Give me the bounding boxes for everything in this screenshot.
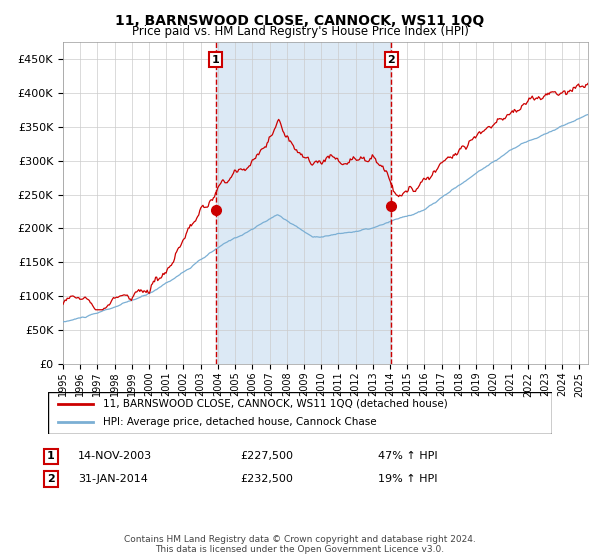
Text: HPI: Average price, detached house, Cannock Chase: HPI: Average price, detached house, Cann… [103, 417, 377, 427]
Text: 11, BARNSWOOD CLOSE, CANNOCK, WS11 1QQ: 11, BARNSWOOD CLOSE, CANNOCK, WS11 1QQ [115, 14, 485, 28]
Text: 14-NOV-2003: 14-NOV-2003 [78, 451, 152, 461]
Text: 2: 2 [47, 474, 55, 484]
Text: Price paid vs. HM Land Registry's House Price Index (HPI): Price paid vs. HM Land Registry's House … [131, 25, 469, 38]
Text: 47% ↑ HPI: 47% ↑ HPI [378, 451, 437, 461]
Bar [215, 42, 391, 364]
Text: £227,500: £227,500 [240, 451, 293, 461]
Text: £232,500: £232,500 [240, 474, 293, 484]
Text: 31-JAN-2014: 31-JAN-2014 [78, 474, 148, 484]
Text: 1: 1 [47, 451, 55, 461]
Text: 19% ↑ HPI: 19% ↑ HPI [378, 474, 437, 484]
Text: Contains HM Land Registry data © Crown copyright and database right 2024.
This d: Contains HM Land Registry data © Crown c… [124, 535, 476, 554]
Text: 1: 1 [212, 55, 220, 65]
Text: 11, BARNSWOOD CLOSE, CANNOCK, WS11 1QQ (detached house): 11, BARNSWOOD CLOSE, CANNOCK, WS11 1QQ (… [103, 399, 448, 409]
Text: 2: 2 [388, 55, 395, 65]
